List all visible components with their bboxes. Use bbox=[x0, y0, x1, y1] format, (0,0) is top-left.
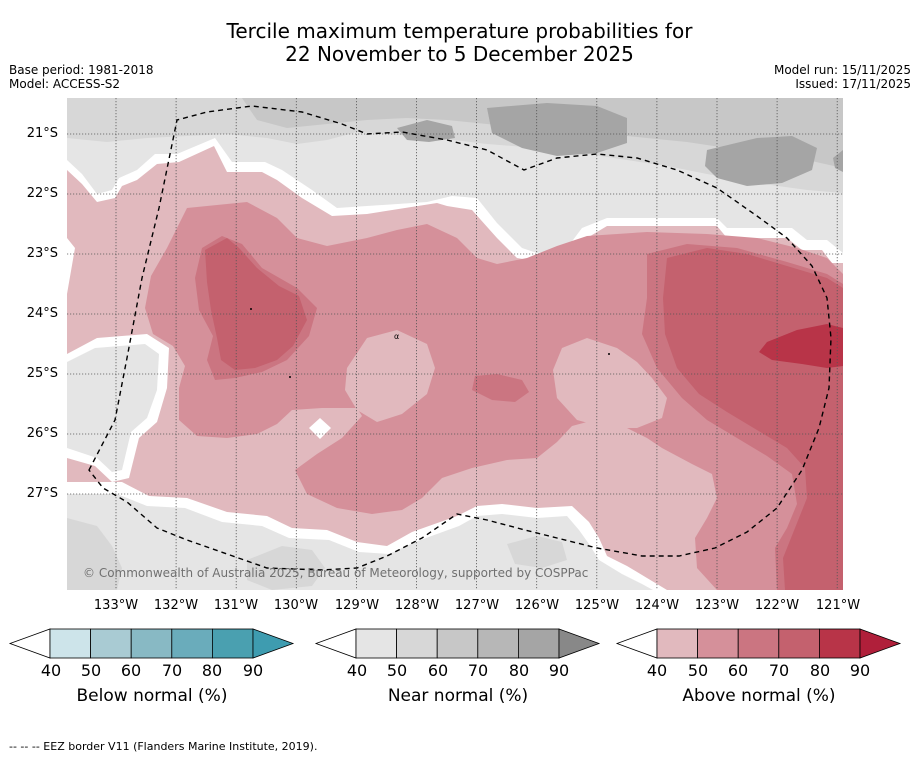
island-white-marker bbox=[309, 418, 331, 439]
near-normal-70-c bbox=[397, 120, 455, 142]
colorbar-max-extension bbox=[252, 628, 295, 659]
lon-label: 124°W bbox=[634, 598, 680, 613]
meta-left: Base period: 1981-2018 Model: ACCESS-S2 bbox=[9, 63, 154, 91]
colorbar-segment bbox=[90, 628, 132, 659]
chart-title: Tercile maximum temperature probabilitie… bbox=[0, 20, 919, 66]
above-normal-label: Above normal (%) bbox=[682, 686, 836, 706]
lat-label: 27°S bbox=[26, 486, 58, 501]
lon-label: 131°W bbox=[213, 598, 259, 613]
cb-tick: 70 bbox=[768, 661, 790, 680]
cb-tick: 50 bbox=[80, 661, 102, 680]
lon-label: 126°W bbox=[514, 598, 560, 613]
near-normal-west-40 bbox=[67, 344, 159, 472]
colorbar-min-extension bbox=[314, 628, 357, 659]
title-line-2: 22 November to 5 December 2025 bbox=[285, 42, 634, 66]
lat-label: 22°S bbox=[26, 186, 58, 201]
island-mark-label: α bbox=[394, 332, 399, 341]
above-normal-80 bbox=[759, 324, 843, 368]
colorbar-segment bbox=[130, 628, 173, 659]
cb-tick: 90 bbox=[548, 661, 570, 680]
colorbar-segment bbox=[171, 628, 213, 659]
lon-label: 122°W bbox=[754, 598, 800, 613]
cb-tick: 90 bbox=[242, 661, 264, 680]
colorbar-segment bbox=[778, 628, 820, 659]
eez-border bbox=[88, 105, 832, 571]
lon-label: 127°W bbox=[454, 598, 500, 613]
cb-tick: 50 bbox=[687, 661, 709, 680]
lat-label: 23°S bbox=[26, 246, 58, 261]
cb-tick: 70 bbox=[467, 661, 489, 680]
near-normal-70-b bbox=[705, 136, 817, 186]
cb-tick: 80 bbox=[508, 661, 530, 680]
lon-label: 132°W bbox=[153, 598, 199, 613]
colorbar-segment bbox=[49, 628, 91, 659]
near-normal-60 bbox=[242, 98, 843, 168]
near-normal-south-50-a bbox=[67, 518, 122, 590]
colorbar-below-normal bbox=[8, 628, 295, 659]
lon-label: 129°W bbox=[334, 598, 380, 613]
colorbar-segment bbox=[436, 628, 479, 659]
colorbar-segment bbox=[477, 628, 519, 659]
cb-tick: 60 bbox=[427, 661, 449, 680]
colorbar-segment bbox=[697, 628, 739, 659]
lon-label: 128°W bbox=[394, 598, 440, 613]
cb-tick: 40 bbox=[40, 661, 62, 680]
cb-tick: 90 bbox=[849, 661, 871, 680]
cb-tick: 50 bbox=[386, 661, 408, 680]
eez-footnote: -- -- -- EEZ border V11 (Flanders Marine… bbox=[9, 740, 318, 753]
above-normal-50-interior-light bbox=[553, 338, 667, 428]
colorbar-min-extension bbox=[8, 628, 51, 659]
colorbar-segment bbox=[656, 628, 698, 659]
above-normal-70-west bbox=[205, 238, 307, 370]
gridlines bbox=[67, 98, 843, 590]
colorbar-segment bbox=[819, 628, 861, 659]
cb-tick: 60 bbox=[727, 661, 749, 680]
colorbar-segment bbox=[737, 628, 780, 659]
colorbar-max-extension bbox=[859, 628, 902, 659]
cb-tick: 80 bbox=[809, 661, 831, 680]
below-normal-label: Below normal (%) bbox=[76, 686, 228, 706]
near-normal-70-a bbox=[487, 103, 627, 156]
lon-label: 123°W bbox=[694, 598, 740, 613]
colorbar-segment bbox=[355, 628, 397, 659]
cb-tick: 80 bbox=[201, 661, 223, 680]
cb-tick: 60 bbox=[120, 661, 142, 680]
meta-right: Model run: 15/11/2025 Issued: 17/11/2025 bbox=[774, 63, 911, 91]
island-dot-2 bbox=[289, 376, 291, 378]
lat-label: 26°S bbox=[26, 426, 58, 441]
island-dot-3 bbox=[608, 353, 610, 355]
colorbar-segment bbox=[396, 628, 438, 659]
island-dot-1 bbox=[250, 308, 252, 310]
colorbar-max-extension bbox=[558, 628, 601, 659]
cb-tick: 70 bbox=[161, 661, 183, 680]
near-normal-south-40 bbox=[67, 494, 653, 590]
lat-label: 24°S bbox=[26, 306, 58, 321]
colorbars bbox=[8, 628, 902, 659]
map-copyright: © Commonwealth of Australia 2025, Bureau… bbox=[83, 566, 588, 580]
lon-label: 130°W bbox=[273, 598, 319, 613]
lon-label: 121°W bbox=[815, 598, 861, 613]
probability-map: α © Commonwealth of Australia 2025, Bure… bbox=[67, 98, 843, 590]
cb-tick: 40 bbox=[646, 661, 668, 680]
model-name: Model: ACCESS-S2 bbox=[9, 77, 121, 91]
title-line-1: Tercile maximum temperature probabilitie… bbox=[226, 19, 693, 43]
above-normal-60-small bbox=[472, 374, 529, 402]
lat-label: 25°S bbox=[26, 366, 58, 381]
colorbar-near-normal bbox=[314, 628, 601, 659]
colorbar-min-extension bbox=[615, 628, 658, 659]
lat-label: 21°S bbox=[26, 126, 58, 141]
colorbar-above-normal bbox=[615, 628, 902, 659]
base-period: Base period: 1981-2018 bbox=[9, 63, 154, 77]
above-normal-50-interior-light-b bbox=[345, 330, 435, 422]
issued-date: Issued: 17/11/2025 bbox=[795, 77, 911, 91]
cb-tick: 40 bbox=[346, 661, 368, 680]
near-normal-label: Near normal (%) bbox=[387, 686, 529, 706]
colorbar-segment bbox=[211, 628, 254, 659]
lon-label: 125°W bbox=[574, 598, 620, 613]
lon-label: 133°W bbox=[93, 598, 139, 613]
colorbar-segment bbox=[518, 628, 560, 659]
near-normal-70-d bbox=[833, 150, 843, 172]
model-run: Model run: 15/11/2025 bbox=[773, 63, 911, 77]
